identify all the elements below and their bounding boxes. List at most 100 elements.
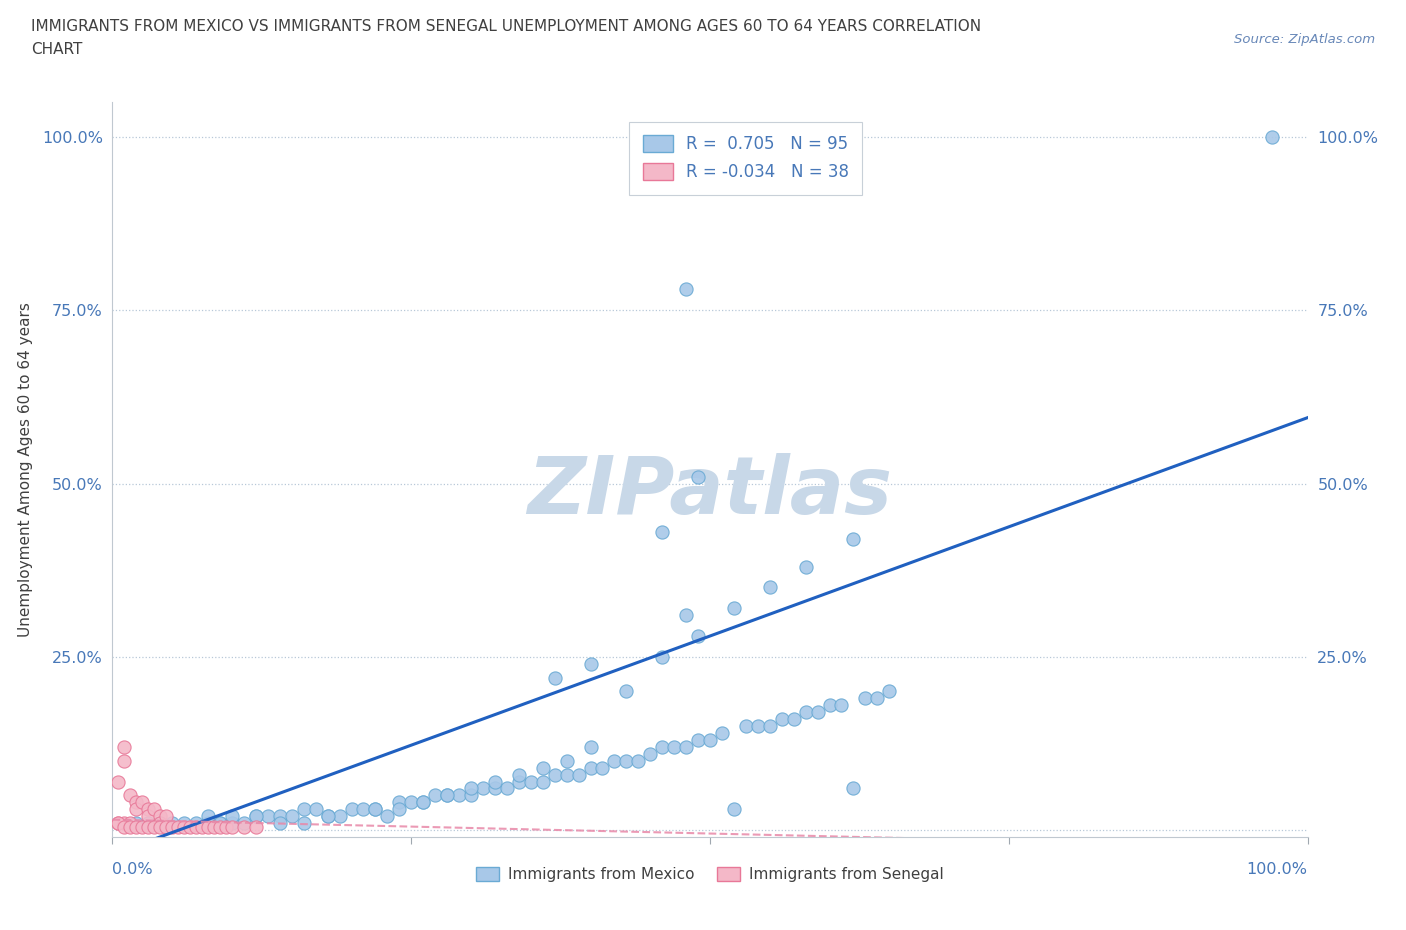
Immigrants from Mexico (508, 767, 530, 782)
Immigrants from Mexico (292, 816, 315, 830)
Immigrants from Mexico (688, 733, 710, 748)
Immigrants from Mexico (484, 781, 506, 796)
Immigrants from Mexico (603, 753, 626, 768)
Immigrants from Mexico (688, 629, 710, 644)
Immigrants from Mexico (233, 816, 256, 830)
Immigrants from Mexico (794, 705, 817, 720)
Immigrants from Senegal (155, 809, 177, 824)
Immigrants from Mexico (364, 802, 387, 817)
Immigrants from Mexico (1261, 129, 1284, 144)
Immigrants from Senegal (131, 819, 153, 834)
Legend: Immigrants from Mexico, Immigrants from Senegal: Immigrants from Mexico, Immigrants from … (470, 861, 950, 888)
Immigrants from Mexico (699, 733, 721, 748)
Immigrants from Senegal (186, 819, 208, 834)
Immigrants from Mexico (305, 802, 328, 817)
Immigrants from Senegal (167, 819, 190, 834)
Immigrants from Mexico (759, 580, 782, 595)
Immigrants from Mexico (531, 760, 554, 775)
Immigrants from Mexico (388, 795, 411, 810)
Immigrants from Mexico (436, 788, 458, 803)
Immigrants from Mexico (329, 809, 352, 824)
Immigrants from Mexico (364, 802, 387, 817)
Immigrants from Mexico (842, 532, 865, 547)
Immigrants from Mexico (675, 608, 697, 623)
Immigrants from Mexico (675, 282, 697, 297)
Immigrants from Senegal (162, 819, 183, 834)
Immigrants from Mexico (173, 816, 195, 830)
Immigrants from Senegal (215, 819, 238, 834)
Immigrants from Mexico (627, 753, 650, 768)
Immigrants from Mexico (543, 767, 565, 782)
Immigrants from Mexico (149, 816, 172, 830)
Immigrants from Mexico (592, 760, 614, 775)
Immigrants from Mexico (401, 795, 423, 810)
Immigrants from Senegal (120, 816, 142, 830)
Immigrants from Mexico (831, 698, 853, 712)
Immigrants from Mexico (866, 691, 889, 706)
Immigrants from Mexico (770, 711, 793, 726)
Immigrants from Mexico (651, 525, 673, 539)
Immigrants from Mexico (221, 809, 243, 824)
Immigrants from Mexico (807, 705, 830, 720)
Immigrants from Senegal (233, 819, 256, 834)
Immigrants from Senegal (125, 795, 148, 810)
Immigrants from Mexico (555, 767, 578, 782)
Immigrants from Mexico (568, 767, 591, 782)
Immigrants from Mexico (447, 788, 470, 803)
Immigrants from Mexico (245, 809, 267, 824)
Immigrants from Senegal (125, 819, 148, 834)
Immigrants from Mexico (879, 684, 901, 698)
Immigrants from Mexico (616, 753, 638, 768)
Immigrants from Senegal (138, 802, 160, 817)
Immigrants from Senegal (155, 819, 177, 834)
Immigrants from Mexico (508, 774, 530, 789)
Immigrants from Mexico (616, 684, 638, 698)
Immigrants from Senegal (120, 788, 142, 803)
Immigrants from Senegal (114, 739, 135, 754)
Text: 100.0%: 100.0% (1247, 862, 1308, 877)
Immigrants from Mexico (842, 781, 865, 796)
Immigrants from Mexico (388, 802, 411, 817)
Immigrants from Senegal (209, 819, 232, 834)
Immigrants from Senegal (131, 795, 153, 810)
Immigrants from Mexico (496, 781, 519, 796)
Immigrants from Mexico (257, 809, 280, 824)
Immigrants from Mexico (711, 725, 734, 740)
Text: IMMIGRANTS FROM MEXICO VS IMMIGRANTS FROM SENEGAL UNEMPLOYMENT AMONG AGES 60 TO : IMMIGRANTS FROM MEXICO VS IMMIGRANTS FRO… (31, 19, 981, 33)
Immigrants from Mexico (520, 774, 543, 789)
Immigrants from Mexico (543, 671, 565, 685)
Immigrants from Mexico (281, 809, 304, 824)
Immigrants from Mexico (794, 559, 817, 574)
Immigrants from Senegal (179, 819, 201, 834)
Text: CHART: CHART (31, 42, 83, 57)
Immigrants from Mexico (209, 816, 232, 830)
Immigrants from Senegal (149, 816, 172, 830)
Text: Source: ZipAtlas.com: Source: ZipAtlas.com (1234, 33, 1375, 46)
Immigrants from Mexico (675, 739, 697, 754)
Immigrants from Mexico (579, 739, 602, 754)
Immigrants from Mexico (759, 719, 782, 734)
Immigrants from Senegal (138, 809, 160, 824)
Immigrants from Mexico (531, 774, 554, 789)
Immigrants from Mexico (125, 816, 148, 830)
Immigrants from Senegal (143, 802, 166, 817)
Immigrants from Senegal (245, 819, 267, 834)
Immigrants from Mexico (723, 802, 745, 817)
Immigrants from Senegal (149, 819, 172, 834)
Immigrants from Mexico (162, 816, 183, 830)
Immigrants from Senegal (114, 753, 135, 768)
Immigrants from Mexico (818, 698, 841, 712)
Immigrants from Mexico (640, 747, 662, 762)
Immigrants from Mexico (855, 691, 877, 706)
Immigrants from Senegal (114, 816, 135, 830)
Text: ZIPatlas: ZIPatlas (527, 453, 893, 531)
Immigrants from Mexico (747, 719, 769, 734)
Immigrants from Mexico (352, 802, 374, 817)
Immigrants from Mexico (245, 809, 267, 824)
Immigrants from Mexico (209, 816, 232, 830)
Immigrants from Senegal (125, 802, 148, 817)
Immigrants from Senegal (149, 809, 172, 824)
Immigrants from Mexico (555, 753, 578, 768)
Immigrants from Mexico (197, 809, 219, 824)
Immigrants from Mexico (197, 816, 219, 830)
